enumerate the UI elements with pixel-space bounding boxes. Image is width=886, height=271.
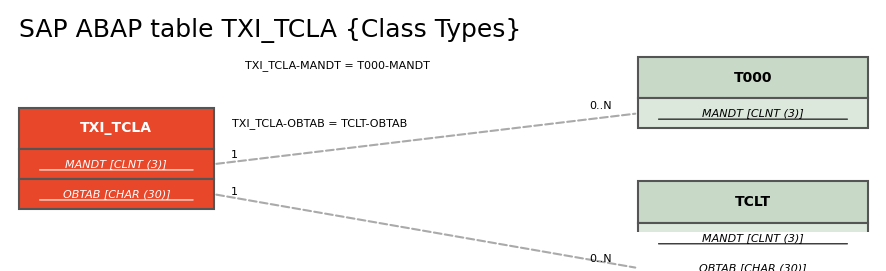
Text: TXI_TCLA-MANDT = T000-MANDT: TXI_TCLA-MANDT = T000-MANDT: [245, 61, 430, 72]
FancyBboxPatch shape: [637, 57, 867, 98]
FancyBboxPatch shape: [19, 108, 214, 149]
Text: 1: 1: [231, 187, 238, 197]
FancyBboxPatch shape: [637, 182, 867, 223]
Text: 0..N: 0..N: [588, 101, 610, 111]
Text: TXI_TCLA-OBTAB = TCLT-OBTAB: TXI_TCLA-OBTAB = TCLT-OBTAB: [232, 118, 407, 129]
Text: OBTAB [CHAR (30)]: OBTAB [CHAR (30)]: [62, 189, 170, 199]
Text: MANDT [CLNT (3)]: MANDT [CLNT (3)]: [66, 159, 167, 169]
Text: MANDT [CLNT (3)]: MANDT [CLNT (3)]: [702, 233, 803, 243]
FancyBboxPatch shape: [637, 98, 867, 128]
Text: TCLT: TCLT: [734, 195, 770, 209]
FancyBboxPatch shape: [19, 179, 214, 209]
Text: T000: T000: [733, 70, 772, 85]
Text: MANDT [CLNT (3)]: MANDT [CLNT (3)]: [702, 108, 803, 118]
Text: 0..N: 0..N: [588, 254, 610, 264]
Text: TXI_TCLA: TXI_TCLA: [81, 121, 152, 136]
FancyBboxPatch shape: [19, 149, 214, 179]
FancyBboxPatch shape: [637, 223, 867, 253]
Text: SAP ABAP table TXI_TCLA {Class Types}: SAP ABAP table TXI_TCLA {Class Types}: [19, 18, 521, 43]
FancyBboxPatch shape: [637, 253, 867, 271]
Text: 1: 1: [231, 150, 238, 160]
Text: OBTAB [CHAR (30)]: OBTAB [CHAR (30)]: [698, 263, 806, 271]
